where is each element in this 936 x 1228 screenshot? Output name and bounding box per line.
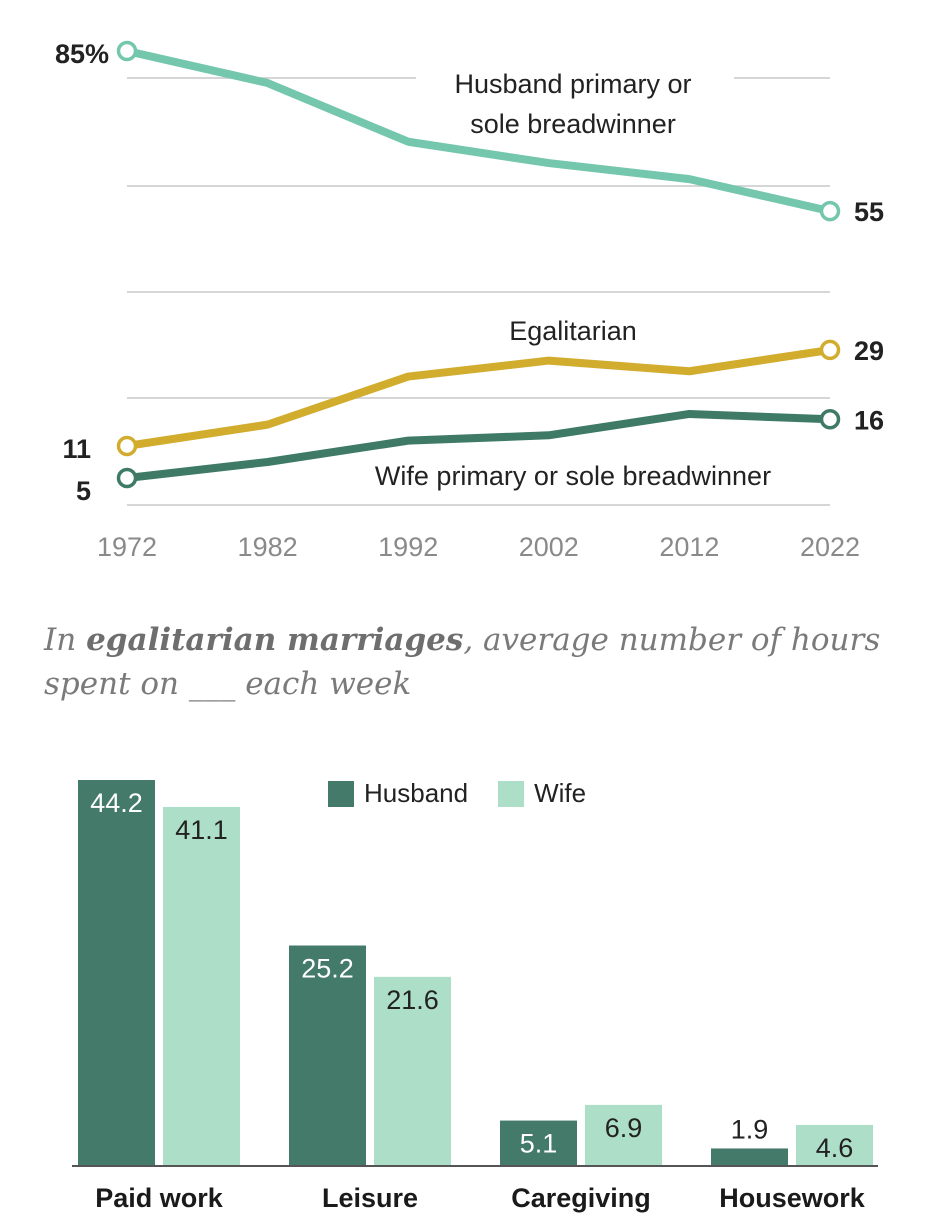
x-tick-2022: 2022 — [800, 532, 860, 562]
gridlines — [127, 60, 830, 506]
title-part-2: egalitarian marriages — [86, 622, 464, 658]
category-caregiving: Caregiving — [511, 1183, 651, 1213]
legend-wife-label: Wife — [534, 778, 587, 808]
bar-paid-work-wife — [163, 807, 240, 1165]
egalitarian-point-2022 — [819, 339, 841, 361]
value-caregiving-husband: 5.1 — [520, 1129, 558, 1159]
value-leisure-wife: 21.6 — [386, 985, 439, 1015]
value-housework-wife: 4.6 — [816, 1133, 854, 1163]
value-paid-work-husband: 44.2 — [90, 788, 143, 818]
egalitarian-name-line-0: Egalitarian — [509, 316, 637, 346]
value-paid-work-wife: 41.1 — [175, 815, 228, 845]
egalitarian-line — [123, 345, 834, 450]
x-axis-ticks: 1972 1982 1992 2002 2012 2022 — [97, 532, 860, 562]
breadwinner-line-chart: 1972 1982 1992 2002 2012 2022 85% 55 Husband pr… — [55, 39, 884, 562]
legend-husband-swatch — [328, 780, 354, 807]
husband-primary-or-sole-breadwinner-name-line-0: Husband primary or — [454, 69, 691, 99]
label-knockout — [416, 60, 734, 145]
x-tick-2012: 2012 — [659, 532, 719, 562]
value-housework-husband: 1.9 — [731, 1114, 769, 1144]
category-leisure: Leisure — [322, 1183, 418, 1213]
wife-primary-or-sole-breadwinner-point-1972 — [116, 467, 138, 489]
wife-primary-or-sole-breadwinner-point-2022 — [819, 409, 841, 430]
wife-primary-or-sole-breadwinner-end-label: 16 — [854, 405, 884, 435]
legend-husband: Husband — [328, 778, 468, 809]
value-leisure-husband: 25.2 — [301, 953, 354, 983]
bar-axis: Paid work Leisure Caregiving Housework — [72, 1165, 878, 1213]
bar-housework-wife — [796, 1124, 873, 1165]
x-tick-1972: 1972 — [97, 532, 157, 562]
egalitarian-end-label: 29 — [854, 336, 884, 366]
bar-chart-title: In egalitarian marriages, average number… — [44, 618, 904, 706]
egalitarian-point-1972 — [116, 435, 138, 457]
husband-primary-or-sole-breadwinner-point-2022 — [819, 200, 841, 222]
bar-leisure-husband — [289, 945, 366, 1165]
bar-paid-work-husband — [78, 780, 155, 1165]
bar-legend: Husband Wife — [328, 778, 616, 809]
x-tick-2002: 2002 — [519, 532, 579, 562]
title-part-1: In — [44, 622, 87, 658]
title-part-3: , average number of hours spent on ___ e… — [44, 622, 881, 702]
bar-leisure-wife — [374, 976, 451, 1165]
wife-primary-or-sole-breadwinner-line — [123, 409, 834, 482]
wife-primary-or-sole-breadwinner-start-label: 5 — [76, 476, 91, 506]
category-paid-work: Paid work — [95, 1183, 224, 1213]
series-labels: 85% 55 Husband primary or sole breadwinner 1… — [55, 39, 884, 506]
wife-primary-or-sole-breadwinner-name-line-0: Wife primary or sole breadwinner — [375, 461, 771, 491]
legend-husband-label: Husband — [364, 778, 469, 808]
bars: 44.2 41.1 25.2 21.6 5.1 6.9 1.9 4.6 — [78, 780, 873, 1165]
bar-housework-husband — [711, 1148, 788, 1165]
egalitarian-start-label: 11 — [62, 434, 91, 464]
bar-caregiving-wife — [585, 1104, 662, 1165]
husband-primary-or-sole-breadwinner-name-line-1: sole breadwinner — [470, 109, 676, 139]
husband-primary-or-sole-breadwinner-end-label: 55 — [854, 197, 884, 227]
value-caregiving-wife: 6.9 — [605, 1113, 643, 1143]
legend-wife: Wife — [498, 778, 586, 809]
x-tick-1982: 1982 — [238, 532, 298, 562]
husband-primary-or-sole-breadwinner-line — [123, 47, 834, 216]
husband-primary-or-sole-breadwinner-start-label: 85% — [55, 39, 109, 69]
husband-primary-or-sole-breadwinner-point-1972 — [116, 40, 138, 62]
legend-wife-swatch — [498, 780, 525, 807]
category-housework: Housework — [719, 1183, 866, 1213]
line-series — [116, 40, 841, 489]
bar-caregiving-husband — [500, 1120, 577, 1165]
x-tick-1992: 1992 — [378, 532, 438, 562]
